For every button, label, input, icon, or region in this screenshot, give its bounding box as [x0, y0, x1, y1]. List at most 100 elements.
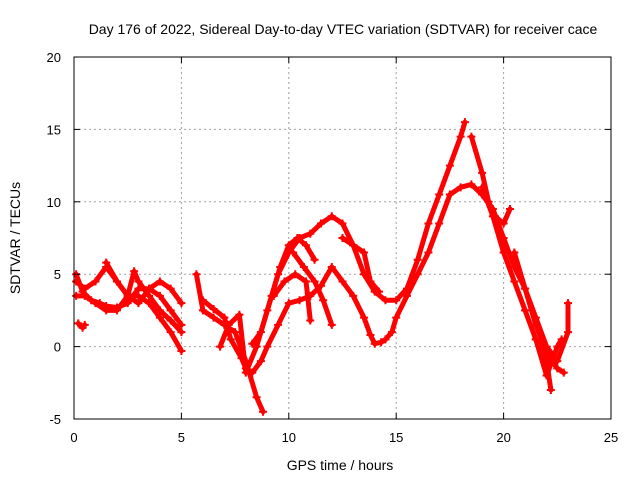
data-point	[177, 299, 186, 308]
data-point	[155, 313, 164, 322]
data-point	[553, 357, 562, 366]
data-point	[460, 118, 469, 127]
data-point	[306, 316, 315, 325]
data-point	[155, 291, 164, 300]
data-point	[177, 346, 186, 355]
data-point	[95, 299, 104, 308]
x-tick-label: 15	[389, 430, 403, 445]
series-line	[479, 184, 554, 393]
data-point	[256, 357, 265, 366]
series-track-16	[531, 335, 566, 380]
series-track-11	[289, 248, 336, 329]
data-point	[424, 219, 433, 228]
data-point	[392, 313, 401, 322]
data-point	[226, 335, 235, 344]
data-point	[424, 248, 433, 257]
series-track-10	[269, 270, 315, 325]
data-point	[366, 277, 375, 286]
series-track-15	[510, 248, 573, 366]
axis-ticks: 0 5 10 15 20 25 -5 0 5 10 15 20	[47, 50, 619, 445]
plot-frame	[73, 56, 612, 420]
data-point	[445, 190, 454, 199]
data-point	[177, 320, 186, 329]
data-point	[72, 291, 81, 300]
data-point	[366, 331, 375, 340]
data-series	[72, 118, 573, 416]
y-tick-label: 0	[54, 340, 61, 355]
data-point	[531, 313, 540, 322]
series-track-4	[74, 319, 89, 332]
data-point	[402, 284, 411, 293]
data-point	[387, 328, 396, 337]
series-line	[290, 250, 335, 328]
data-point	[235, 310, 244, 319]
data-point	[123, 291, 132, 300]
x-tick-label: 0	[70, 430, 77, 445]
data-point	[198, 306, 207, 315]
data-point	[338, 219, 347, 228]
data-point	[259, 407, 268, 416]
data-point	[289, 248, 298, 257]
data-point	[327, 320, 336, 329]
data-point	[134, 277, 143, 286]
data-point	[506, 205, 515, 214]
data-point	[564, 328, 573, 337]
data-point	[402, 291, 411, 300]
data-point	[413, 255, 422, 264]
y-tick-label: 20	[47, 50, 61, 65]
x-tick-label: 5	[178, 430, 185, 445]
series-track-9	[248, 234, 319, 348]
data-point	[531, 335, 540, 344]
data-point	[74, 319, 83, 328]
data-point	[338, 277, 347, 286]
data-point	[220, 313, 229, 322]
data-point	[280, 277, 289, 286]
data-point	[269, 291, 278, 300]
data-point	[241, 368, 250, 377]
y-tick-label: 10	[47, 195, 61, 210]
data-point	[112, 277, 121, 286]
data-point	[252, 393, 261, 402]
data-point	[301, 241, 310, 250]
data-point	[224, 320, 233, 329]
y-axis-title: SDTVAR / TECUs	[7, 182, 23, 294]
data-point	[263, 342, 272, 351]
x-tick-label: 25	[604, 430, 618, 445]
data-point	[123, 299, 132, 308]
data-point	[209, 304, 218, 313]
series-track-12	[338, 234, 384, 296]
data-point	[370, 339, 379, 348]
data-point	[413, 270, 422, 279]
data-point	[381, 335, 390, 344]
data-point	[467, 180, 476, 189]
data-point	[295, 296, 304, 305]
data-point	[478, 168, 487, 177]
series-track-7	[198, 180, 568, 377]
data-point	[166, 284, 175, 293]
data-point	[327, 262, 336, 271]
data-point	[338, 234, 347, 242]
data-point	[510, 277, 519, 286]
data-point	[102, 302, 111, 311]
data-point	[78, 287, 87, 296]
data-point	[456, 183, 465, 192]
data-point	[291, 270, 300, 279]
data-point	[478, 183, 487, 192]
chart-title: Day 176 of 2022, Sidereal Day-to-day VTE…	[89, 21, 598, 37]
data-point	[521, 306, 530, 315]
data-point	[177, 328, 186, 337]
data-point	[359, 248, 368, 257]
series-line	[249, 235, 318, 347]
data-point	[130, 267, 139, 276]
data-point	[301, 277, 310, 286]
series-line	[73, 271, 184, 328]
data-point	[392, 296, 401, 305]
data-point	[542, 342, 551, 351]
data-point	[553, 364, 562, 373]
data-point	[231, 328, 240, 337]
data-point	[209, 313, 218, 322]
data-point	[80, 320, 89, 329]
data-point	[87, 296, 96, 305]
data-point	[564, 299, 573, 308]
